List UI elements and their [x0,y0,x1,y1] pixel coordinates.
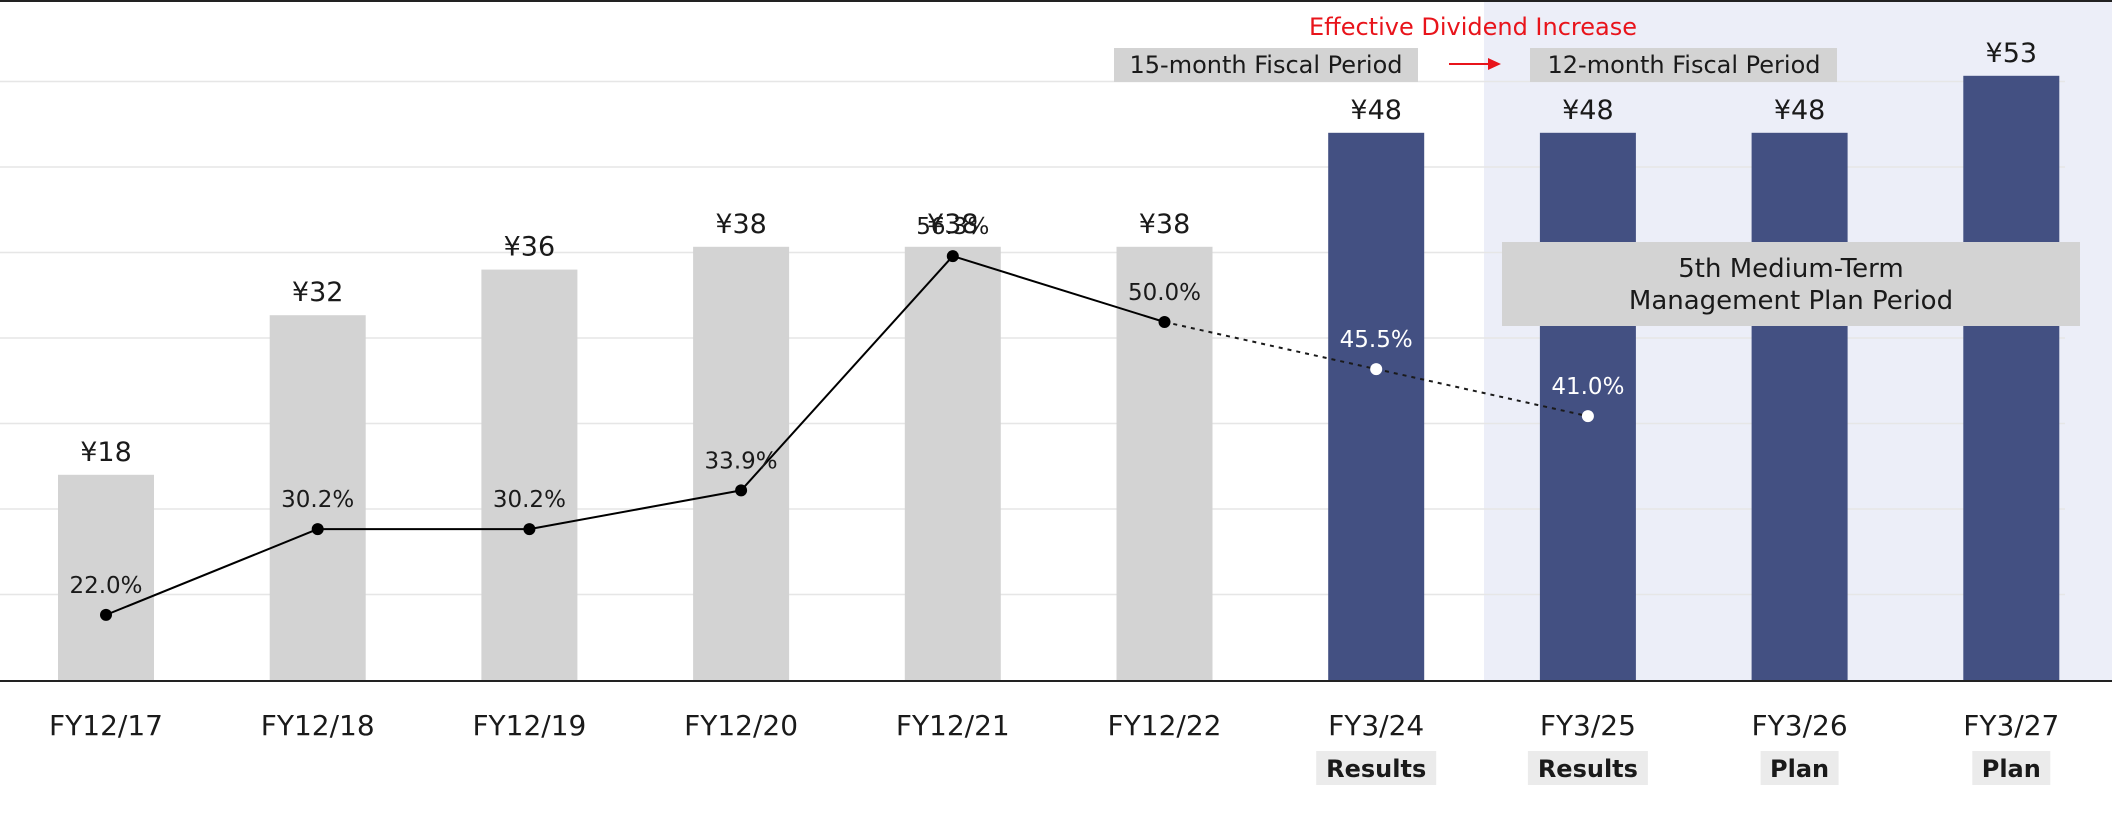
bar-value-label: ¥48 [1774,95,1826,126]
payout-point [1581,410,1594,423]
category-label: FY3/24 [1328,709,1424,742]
sublabel-box [1316,751,1437,785]
payout-label: 45.5% [1340,327,1413,353]
category-label: FY12/17 [49,709,163,742]
period-12-box [1530,48,1837,82]
payout-label: 50.0% [1128,280,1201,306]
period-15-box [1114,48,1418,82]
bar-value-label: ¥48 [1350,95,1402,126]
payout-point [735,484,748,497]
labels-layer: ¥18 FY12/17 ¥32 FY12/18 ¥36 FY12/19 ¥38 FY12/20… [49,38,2059,785]
sublabel-box [1972,751,2051,785]
period-annotations: Effective Dividend Increase 15-month Fis… [1114,13,1837,82]
payout-line-segment [105,528,319,616]
bar-value-label: ¥38 [1139,209,1191,240]
sublabel-box [1760,751,1839,785]
mtp-line-1: 5th Medium-Term [1678,254,1903,284]
bar-fy12-17 [58,474,154,680]
payout-line-segment [740,255,954,492]
sublabel-box [1527,751,1648,785]
bar-value-label: ¥18 [80,437,132,468]
bar-value-label: ¥32 [292,277,344,308]
bar-value-label: ¥38 [715,209,767,240]
mtp-box [1502,242,2080,326]
bar-fy3-26 [1751,132,1848,681]
bar-value-label: ¥53 [1986,38,2038,69]
category-label: FY3/25 [1540,709,1636,742]
payout-label: 41.0% [1551,374,1624,400]
category-label: FY12/20 [684,709,798,742]
category-label: FY3/26 [1752,709,1848,742]
bar-fy12-20 [693,246,790,681]
payout-point [946,250,959,263]
period-15-label: 15-month Fiscal Period [1130,51,1403,79]
bar-value-label: ¥38 [927,209,979,240]
payout-ratio-line-layer [100,250,1594,621]
category-label: FY12/21 [896,709,1010,742]
bar-value-label: ¥36 [504,232,556,263]
mtp-line-2: Management Plan Period [1629,286,1953,316]
payout-line-segment [1164,321,1377,371]
medium-term-plan-box: 5th Medium-Term Management Plan Period [1502,242,2080,326]
bar-fy3-24 [1328,132,1425,681]
bar-value-label: ¥48 [1562,95,1614,126]
bar-fy12-19 [481,269,578,680]
bars-layer [58,75,2060,681]
payout-label: 33.9% [705,448,778,474]
category-label: FY12/19 [472,709,586,742]
bar-fy12-21 [904,246,1001,681]
period-12-label: 12-month Fiscal Period [1548,51,1821,79]
bar-fy3-25 [1539,132,1636,681]
payout-label: 56.3% [916,214,989,240]
sublabel: Plan [1982,755,2041,783]
payout-point [311,523,324,536]
payout-point [1370,363,1383,376]
sublabel: Results [1538,755,1638,783]
period-arrow-head [1488,58,1501,70]
payout-point [523,523,536,536]
bar-fy12-18 [269,315,366,680]
sublabel: Plan [1770,755,1829,783]
payout-point [1158,316,1171,328]
payout-label: 30.2% [493,487,566,513]
payout-label: 30.2% [281,487,354,513]
category-label: FY12/22 [1108,709,1222,742]
category-label: FY12/18 [261,709,375,742]
payout-line-segment [952,255,1165,323]
sublabel: Results [1326,755,1426,783]
payout-line-segment [529,489,742,531]
payout-label: 22.0% [69,573,142,599]
category-label: FY3/27 [1963,709,2059,742]
effective-dividend-increase-label: Effective Dividend Increase [1309,13,1637,41]
payout-line-segment [1375,368,1589,418]
bar-fy3-27 [1963,75,2060,681]
payout-point [100,608,112,621]
